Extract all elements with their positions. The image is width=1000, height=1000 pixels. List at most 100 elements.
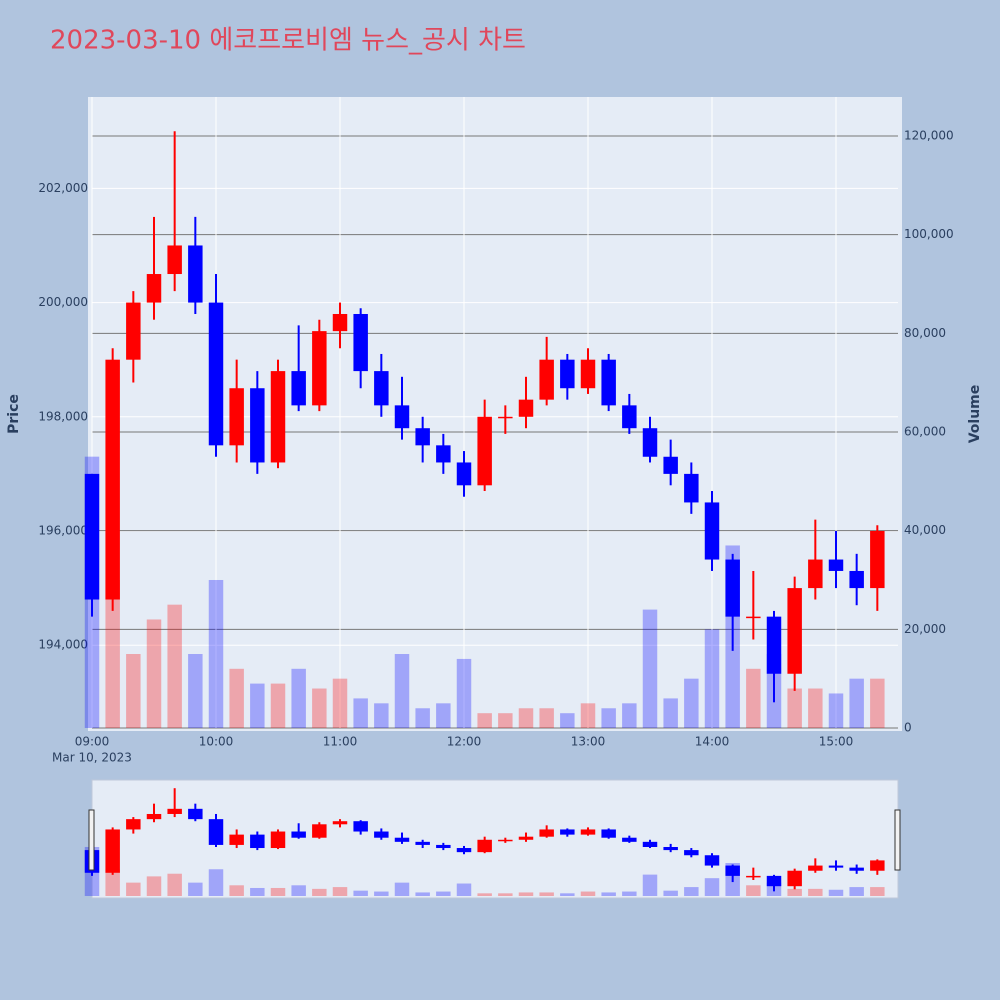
volume-bar xyxy=(456,658,472,728)
x-tick-label: 10:00 xyxy=(199,735,234,749)
volume-bar xyxy=(580,891,596,896)
candle-body xyxy=(828,559,844,571)
volume-bar xyxy=(663,698,678,728)
volume-bar xyxy=(539,708,554,728)
volume-bar xyxy=(312,688,327,728)
volume-bar xyxy=(704,878,720,896)
candle-body xyxy=(208,302,224,446)
candle-body xyxy=(808,559,823,589)
volume-bar xyxy=(436,891,451,896)
volume-bar xyxy=(746,668,761,728)
volume-bar xyxy=(828,889,844,896)
x-tick-label: 15:00 xyxy=(819,735,854,749)
candle-body xyxy=(332,821,348,825)
volume-bar xyxy=(477,893,492,896)
range-handle[interactable] xyxy=(894,809,901,871)
candle-body xyxy=(188,245,203,303)
y-axis-title: Price xyxy=(6,394,22,434)
candle-body xyxy=(188,808,203,820)
volume-bar xyxy=(332,678,348,728)
candle-body xyxy=(622,405,637,429)
candle-body xyxy=(642,841,658,847)
volume-bar xyxy=(167,604,182,728)
x-tick-label: 12:00 xyxy=(447,735,482,749)
volume-bar xyxy=(828,693,844,728)
candle-body xyxy=(126,302,141,360)
range-handle[interactable] xyxy=(88,809,95,871)
range-slider[interactable] xyxy=(91,779,899,899)
volume-bar xyxy=(704,629,720,728)
candle-body xyxy=(828,865,844,868)
candle-body xyxy=(374,371,389,406)
volume-bar xyxy=(746,885,761,896)
candle-body xyxy=(374,831,389,838)
volume-bar xyxy=(849,678,864,728)
y-tick-label: 194,000 xyxy=(38,638,88,652)
volume-bar xyxy=(684,887,699,896)
candle-body xyxy=(250,388,265,463)
x-tick-label: 09:00 xyxy=(75,735,110,749)
x-date-label: Mar 10, 2023 xyxy=(52,751,132,765)
y2-tick-label: 100,000 xyxy=(904,227,954,241)
volume-bar xyxy=(808,888,823,896)
candle-body xyxy=(870,860,885,871)
y-tick-label: 202,000 xyxy=(38,181,88,195)
candle-body xyxy=(270,831,286,849)
volume-bar xyxy=(126,653,141,728)
y2-tick-label: 40,000 xyxy=(904,523,946,537)
candle-body xyxy=(332,313,348,332)
y2-tick-label: 0 xyxy=(904,721,912,735)
candle-body xyxy=(146,813,162,820)
volume-bar xyxy=(787,688,802,728)
volume-bar xyxy=(622,703,637,728)
candle-body xyxy=(250,834,265,849)
volume-bar xyxy=(870,678,885,728)
candle-body xyxy=(663,846,678,851)
volume-bar xyxy=(229,668,244,728)
candle-body xyxy=(415,428,430,446)
y2-axis-title: Volume xyxy=(967,385,983,444)
candle-body xyxy=(684,850,699,856)
volume-bar xyxy=(498,893,513,896)
volume-bar xyxy=(270,887,286,896)
volume-bar xyxy=(291,668,306,728)
volume-bar xyxy=(250,887,265,896)
candle-body xyxy=(849,570,864,589)
volume-bar xyxy=(601,708,616,728)
volume-bar xyxy=(312,888,327,896)
volume-bar xyxy=(167,873,182,896)
volume-bar xyxy=(208,579,224,728)
candle-body xyxy=(208,819,224,845)
volume-bar xyxy=(374,703,389,728)
candle-body xyxy=(105,829,120,873)
candle-body xyxy=(229,388,244,446)
candle-body xyxy=(560,829,575,835)
candle-body xyxy=(580,359,596,389)
candle-body xyxy=(146,274,162,303)
candle-body xyxy=(539,359,554,400)
candle-body xyxy=(684,473,699,503)
volume-bar xyxy=(498,713,513,728)
volume-bar xyxy=(560,893,575,896)
candle-body xyxy=(787,870,802,887)
y-tick-label: 198,000 xyxy=(38,409,88,423)
volume-bar xyxy=(188,882,203,896)
volume-bar xyxy=(394,882,410,896)
y-tick-label: 196,000 xyxy=(38,523,88,537)
candle-body xyxy=(291,371,306,406)
candle-body xyxy=(436,445,451,463)
candle-body xyxy=(766,875,782,887)
candle-body xyxy=(456,848,472,853)
volume-bar xyxy=(146,876,162,896)
y2-tick-label: 80,000 xyxy=(904,326,946,340)
candle-body xyxy=(353,821,368,832)
volume-bar xyxy=(560,713,575,728)
volume-bar xyxy=(642,874,658,896)
x-tick-label: 14:00 xyxy=(695,735,730,749)
candle-body xyxy=(312,824,327,838)
volume-bar xyxy=(436,703,451,728)
volume-bar xyxy=(250,683,265,728)
candle-body xyxy=(766,616,782,674)
candle-body xyxy=(622,837,637,842)
candle-body xyxy=(580,829,596,835)
